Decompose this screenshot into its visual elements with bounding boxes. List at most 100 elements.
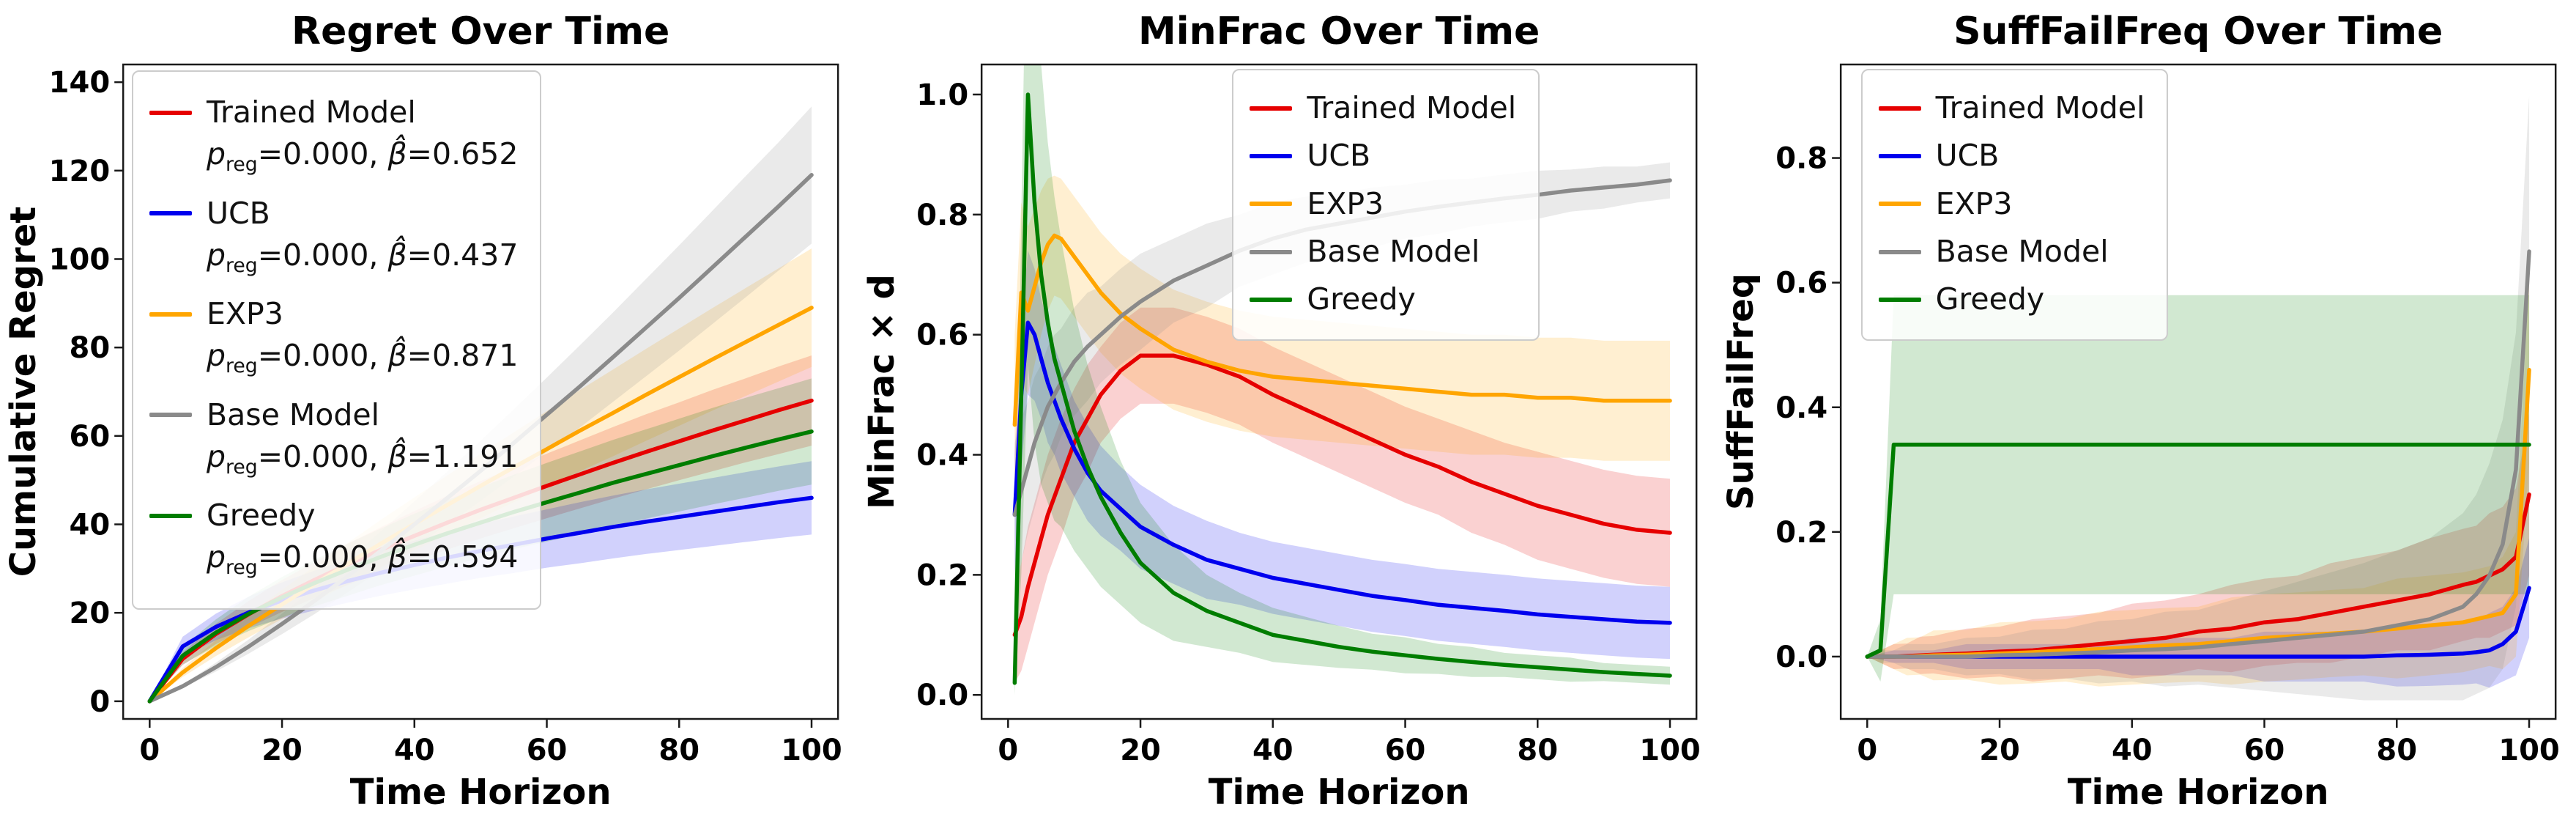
- legend-line-swatch-ucb: [1250, 154, 1293, 159]
- series-band-base-model: [1014, 162, 1671, 587]
- legend-label: EXP3: [207, 296, 283, 332]
- legend-entry-exp3: EXP3: [1250, 184, 1516, 224]
- x-axis: 0 20 40 60 80 100: [998, 719, 1701, 767]
- y-tick-label: 20: [69, 597, 110, 630]
- series-line-exp3: [1012, 233, 1673, 427]
- y-tick-label: 0.0: [917, 679, 969, 712]
- y-axis-label: MinFrac × d: [861, 274, 902, 509]
- legend-line-swatch-greedy: [1878, 298, 1921, 303]
- legend: Trained Model UCB EXP3 Base Model Greedy: [1860, 69, 2169, 341]
- legend-entry-exp3: EXP3: [1878, 184, 2145, 224]
- x-tick-label: 20: [1121, 734, 1162, 767]
- legend-label: UCB: [1307, 138, 1371, 174]
- legend-entry-base-model: Base Model: [1250, 232, 1516, 272]
- x-tick-label: 60: [1385, 734, 1426, 767]
- legend-entry-exp3: EXP3 preg=0.000, β̂=0.871: [149, 294, 518, 380]
- series-line-base-model: [1865, 249, 2531, 659]
- x-axis: 0 20 40 60 80 100: [1857, 719, 2559, 767]
- chart-regret-over-time: 0 20 40 60 80 100 0 20 40 60 80 100 120 140 Regret Ove…: [0, 0, 858, 823]
- series-line-ucb: [1012, 320, 1673, 625]
- legend-stats: preg=0.000, β̂=0.871: [207, 338, 519, 378]
- legend-label: Base Model: [1935, 234, 2109, 270]
- legend-label: EXP3: [1935, 185, 2013, 221]
- y-axis: 0.0 0.2 0.4 0.6 0.8: [1775, 142, 1841, 674]
- legend-label: Greedy: [207, 498, 316, 534]
- y-tick-label: 100: [49, 243, 111, 276]
- legend-line-swatch-ucb: [149, 211, 192, 216]
- legend-line-swatch-ucb: [1878, 154, 1921, 159]
- legend-label: Greedy: [1935, 281, 2045, 317]
- y-tick-label: 0.0: [1775, 641, 1827, 674]
- y-axis-label: SuffFailFreq: [1721, 273, 1762, 510]
- x-axis: 0 20 40 60 80 100: [139, 719, 842, 767]
- x-tick-label: 40: [1252, 734, 1293, 767]
- legend-line-swatch-base-model: [1250, 249, 1293, 254]
- legend-line-swatch-exp3: [1250, 202, 1293, 207]
- series-band-trained-model: [1866, 413, 2529, 682]
- x-tick-label: 0: [998, 734, 1019, 767]
- chart-minfrac-over-time: 0 20 40 60 80 100 0.0 0.2 0.4 0.6 0.8 1.0 MinFrac Ov…: [858, 0, 1717, 823]
- y-tick-label: 1.0: [917, 78, 969, 112]
- y-axis-label: Cumulative Regret: [3, 207, 44, 577]
- y-tick-label: 0.4: [1775, 391, 1827, 425]
- y-tick-label: 0.6: [917, 319, 969, 353]
- x-axis-label: Time Horizon: [1209, 772, 1470, 813]
- legend-entry-ucb: UCB: [1250, 136, 1516, 176]
- legend-entry-ucb: UCB: [1878, 136, 2145, 176]
- x-tick-label: 80: [2376, 734, 2417, 767]
- legend-line-swatch-exp3: [1878, 202, 1921, 207]
- series-line-greedy: [1865, 443, 2531, 659]
- legend-label: EXP3: [1307, 185, 1384, 221]
- legend-label: UCB: [207, 195, 270, 231]
- x-tick-label: 100: [2498, 734, 2560, 767]
- x-tick-label: 60: [2243, 734, 2284, 767]
- legend-line-swatch-trained-model: [149, 110, 192, 115]
- legend-line-swatch-base-model: [149, 413, 192, 418]
- chart-title: SuffFailFreq Over Time: [1953, 10, 2443, 53]
- legend-label: UCB: [1935, 138, 2000, 174]
- axes-frame: [122, 63, 839, 720]
- plot-canvas: 0 20 40 60 80 100 0.0 0.2 0.4 0.6 0.8 1.0 MinFrac Ov…: [861, 10, 1701, 813]
- chart-sufffailfreq-over-time: 0 20 40 60 80 100 0.0 0.2 0.4 0.6 0.8 SuffFailFreq …: [1718, 0, 2576, 823]
- series-band-exp3: [1866, 276, 2529, 687]
- legend-stats: preg=0.000, β̂=0.437: [207, 237, 519, 278]
- legend-entry-base-model: Base Model preg=0.000, β̂=1.191: [149, 395, 518, 481]
- legend-stats: preg=0.000, β̂=0.652: [207, 136, 519, 177]
- y-tick-label: 0: [89, 685, 110, 719]
- y-axis: 0.0 0.2 0.4 0.6 0.8 1.0: [917, 78, 982, 712]
- legend-entry-ucb: UCB preg=0.000, β̂=0.437: [149, 193, 518, 280]
- series-band-ucb: [1014, 251, 1671, 660]
- legend-entry-greedy: Greedy: [1878, 279, 2145, 320]
- x-tick-label: 100: [1640, 734, 1701, 767]
- series-band-base-model: [1866, 95, 2529, 701]
- x-tick-label: 40: [2112, 734, 2153, 767]
- legend-entry-greedy: Greedy: [1250, 279, 1516, 320]
- legend-line-swatch-trained-model: [1878, 106, 1921, 111]
- legend-entry-base-model: Base Model: [1878, 232, 2145, 272]
- series-band-trained-model: [1014, 307, 1671, 683]
- legend-line-swatch-trained-model: [1250, 106, 1293, 111]
- x-axis-label: Time Horizon: [350, 772, 612, 813]
- legend-label: Trained Model: [207, 95, 416, 130]
- series-band-exp3: [1014, 175, 1671, 515]
- axes-frame: [981, 63, 1698, 720]
- y-tick-label: 0.8: [917, 199, 969, 232]
- y-tick-label: 140: [49, 66, 111, 100]
- y-tick-label: 0.2: [917, 558, 969, 592]
- legend-line-swatch-exp3: [149, 311, 192, 317]
- legend-label: Trained Model: [1307, 90, 1517, 125]
- legend-stats: preg=0.000, β̂=1.191: [207, 438, 519, 479]
- y-tick-label: 0.6: [1775, 267, 1827, 300]
- series-line-greedy: [1012, 92, 1673, 685]
- legend-label: Base Model: [207, 396, 379, 432]
- x-tick-label: 20: [261, 734, 302, 767]
- series-band-greedy: [1866, 295, 2529, 682]
- series-line-trained-model: [1012, 353, 1673, 638]
- legend-stats: preg=0.000, β̂=0.594: [207, 539, 519, 580]
- y-tick-label: 60: [69, 420, 110, 454]
- legend-entry-trained-model: Trained Model: [1250, 88, 1516, 128]
- y-tick-label: 40: [69, 509, 110, 542]
- legend: Trained Model UCB EXP3 Base Model Greedy: [1232, 69, 1540, 341]
- legend-label: Greedy: [1307, 281, 1416, 317]
